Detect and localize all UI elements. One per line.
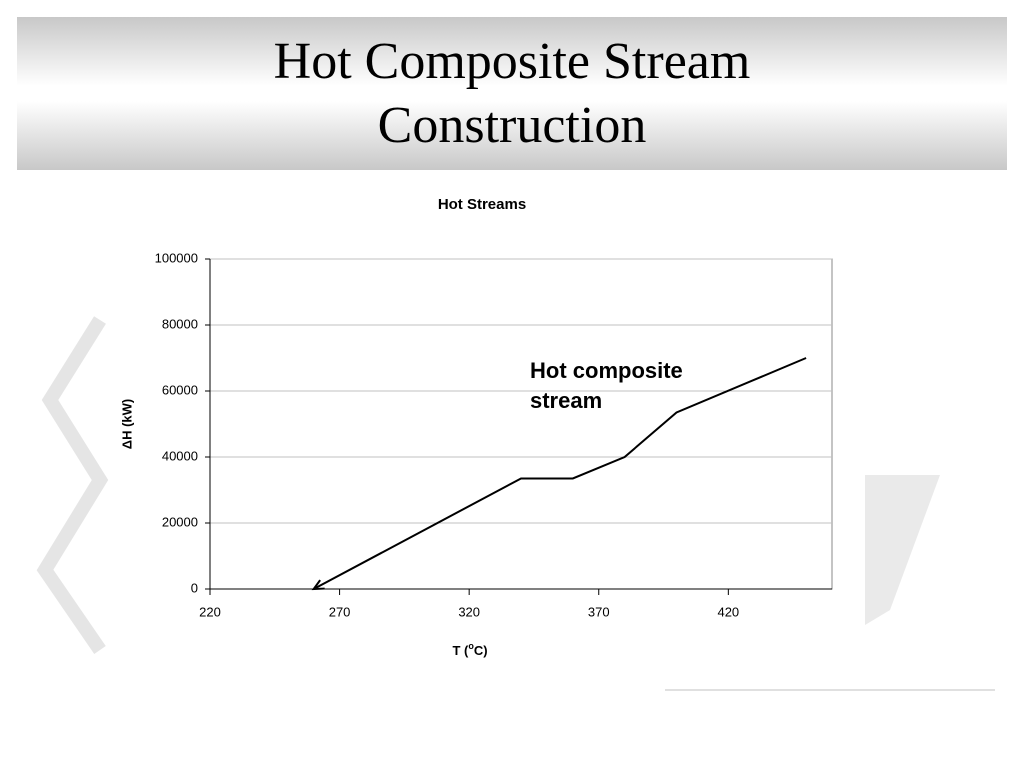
x-tick-label: 220 (199, 604, 221, 619)
y-axis-label: ΔH (kW) (119, 399, 134, 450)
x-label-superscript: o (468, 641, 474, 651)
x-label-suffix: C) (474, 643, 488, 658)
slide-title: Hot Composite Stream Construction (273, 33, 751, 154)
arrow-head (311, 579, 325, 591)
x-tick-label: 270 (329, 604, 351, 619)
plot-area (209, 258, 833, 590)
x-tick-label: 320 (458, 604, 480, 619)
x-tick-label: 420 (717, 604, 739, 619)
x-axis-label: T (oC) (452, 641, 487, 658)
y-tick-label: 100000 (155, 250, 198, 265)
y-tick-label: 80000 (162, 316, 198, 331)
background-decoration (36, 316, 995, 691)
series-line (313, 357, 807, 590)
y-tick-label: 0 (191, 580, 198, 595)
x-tick-label: 370 (588, 604, 610, 619)
chart-title: Hot Streams (438, 196, 526, 213)
x-label-prefix: T ( (452, 643, 469, 658)
y-tick-label: 40000 (162, 448, 198, 463)
y-tick-label: 20000 (162, 514, 198, 529)
title-banner (17, 17, 1007, 170)
y-tick-label: 60000 (162, 382, 198, 397)
annotation: Hot composite stream (530, 358, 683, 413)
